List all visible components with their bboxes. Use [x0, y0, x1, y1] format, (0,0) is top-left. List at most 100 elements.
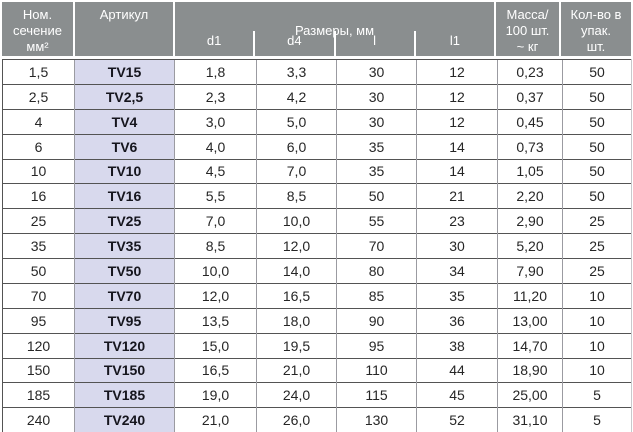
- table-row: 50 TV50 10,0 14,0 80 34 7,90 25: [2, 258, 632, 284]
- cell-d4: 4,2: [256, 83, 337, 110]
- cell-nominal-section: 4: [2, 108, 75, 135]
- cell-mass: 1,05: [497, 158, 563, 184]
- cell-l1: 36: [416, 307, 498, 334]
- header-d4: d4: [253, 31, 333, 56]
- cell-d4: 5,0: [256, 108, 337, 135]
- cell-article: TV150: [74, 357, 175, 383]
- cell-pack-qty: 25: [562, 258, 632, 284]
- cell-nominal-section: 16: [2, 183, 75, 209]
- cell-l: 55: [336, 208, 417, 234]
- cell-d1: 19,0: [174, 382, 257, 408]
- cell-d4: 26,0: [256, 407, 337, 432]
- cell-article: TV120: [74, 332, 175, 358]
- cell-pack-qty: 10: [562, 307, 632, 334]
- cell-pack-qty: 25: [562, 233, 632, 259]
- cell-pack-qty: 25: [562, 208, 632, 234]
- cell-mass: 0,37: [497, 83, 563, 110]
- cell-d4: 21,0: [256, 357, 337, 383]
- cell-nominal-section: 10: [2, 158, 75, 184]
- cell-l1: 14: [416, 133, 498, 159]
- cell-l1: 52: [416, 407, 498, 432]
- cell-l: 85: [336, 282, 417, 309]
- cell-pack-qty: 50: [562, 158, 632, 184]
- cell-l: 35: [336, 158, 417, 184]
- cell-mass: 11,20: [497, 282, 563, 309]
- cell-d4: 10,0: [256, 208, 337, 234]
- cell-d4: 7,0: [256, 158, 337, 184]
- cell-d1: 3,0: [174, 108, 257, 135]
- cell-nominal-section: 120: [2, 332, 75, 358]
- cell-d1: 1,8: [174, 59, 257, 85]
- cell-pack-qty: 5: [562, 407, 632, 432]
- cell-d1: 5,5: [174, 183, 257, 209]
- cell-l: 95: [336, 332, 417, 358]
- cell-article: TV2,5: [74, 83, 175, 110]
- header-article: Артикул: [75, 2, 173, 56]
- cell-d1: 8,5: [174, 233, 257, 259]
- cell-l1: 21: [416, 183, 498, 209]
- header-dimensions-title: Размеры, мм: [294, 23, 375, 38]
- cell-d1: 2,3: [174, 83, 257, 110]
- header-l1: l1: [413, 31, 494, 56]
- data-table: 1,5 TV15 1,8 3,3 30 12 0,23 50 2,5 TV2,5 2,3 4,2 30 1…: [2, 59, 632, 432]
- cell-article: TV6: [74, 133, 175, 159]
- cell-d1: 13,5: [174, 307, 257, 334]
- cell-l: 30: [336, 83, 417, 110]
- cell-l: 130: [336, 407, 417, 432]
- cell-d1: 12,0: [174, 282, 257, 309]
- cell-pack-qty: 10: [562, 332, 632, 358]
- table-row: 6 TV6 4,0 6,0 35 14 0,73 50: [2, 133, 632, 159]
- cell-nominal-section: 2,5: [2, 83, 75, 110]
- cell-l: 115: [336, 382, 417, 408]
- cell-mass: 18,90: [497, 357, 563, 383]
- cell-mass: 2,90: [497, 208, 563, 234]
- cell-l1: 34: [416, 258, 498, 284]
- cell-article: TV95: [74, 307, 175, 334]
- cell-l: 50: [336, 183, 417, 209]
- cell-d1: 21,0: [174, 407, 257, 432]
- cell-l1: 44: [416, 357, 498, 383]
- cell-nominal-section: 95: [2, 307, 75, 334]
- cell-mass: 2,20: [497, 183, 563, 209]
- cell-l: 80: [336, 258, 417, 284]
- cell-nominal-section: 35: [2, 233, 75, 259]
- header-mass: Масса/ 100 шт. ~ кг: [496, 2, 559, 56]
- cell-d4: 18,0: [256, 307, 337, 334]
- table-row: 25 TV25 7,0 10,0 55 23 2,90 25: [2, 208, 632, 234]
- cell-pack-qty: 50: [562, 133, 632, 159]
- cell-l1: 35: [416, 282, 498, 309]
- cell-article: TV185: [74, 382, 175, 408]
- cell-d1: 7,0: [174, 208, 257, 234]
- table-row: 2,5 TV2,5 2,3 4,2 30 12 0,37 50: [2, 83, 632, 110]
- cell-l1: 14: [416, 158, 498, 184]
- cell-pack-qty: 10: [562, 282, 632, 309]
- table-row: 4 TV4 3,0 5,0 30 12 0,45 50: [2, 108, 632, 135]
- cell-nominal-section: 70: [2, 282, 75, 309]
- cell-article: TV4: [74, 108, 175, 135]
- cell-article: TV10: [74, 158, 175, 184]
- cell-l: 30: [336, 108, 417, 135]
- cell-d4: 12,0: [256, 233, 337, 259]
- header-d1: d1: [206, 33, 222, 48]
- cell-l1: 12: [416, 83, 498, 110]
- cell-l: 30: [336, 59, 417, 85]
- table-row: 120 TV120 15,0 19,5 95 38 14,70 10: [2, 332, 632, 358]
- cell-nominal-section: 240: [2, 407, 75, 432]
- cell-pack-qty: 50: [562, 83, 632, 110]
- cell-mass: 25,00: [497, 382, 563, 408]
- cell-article: TV16: [74, 183, 175, 209]
- cell-mass: 0,45: [497, 108, 563, 135]
- cell-d1: 10,0: [174, 258, 257, 284]
- cell-d4: 8,5: [256, 183, 337, 209]
- cell-article: TV25: [74, 208, 175, 234]
- cell-l1: 12: [416, 59, 498, 85]
- cell-nominal-section: 1,5: [2, 59, 75, 85]
- cell-d4: 3,3: [256, 59, 337, 85]
- header-l: l: [333, 31, 414, 56]
- cell-l: 35: [336, 133, 417, 159]
- cell-d1: 4,5: [174, 158, 257, 184]
- cell-l1: 30: [416, 233, 498, 259]
- cell-mass: 5,20: [497, 233, 563, 259]
- cell-article: TV35: [74, 233, 175, 259]
- table-row: 150 TV150 16,5 21,0 110 44 18,90 10: [2, 357, 632, 383]
